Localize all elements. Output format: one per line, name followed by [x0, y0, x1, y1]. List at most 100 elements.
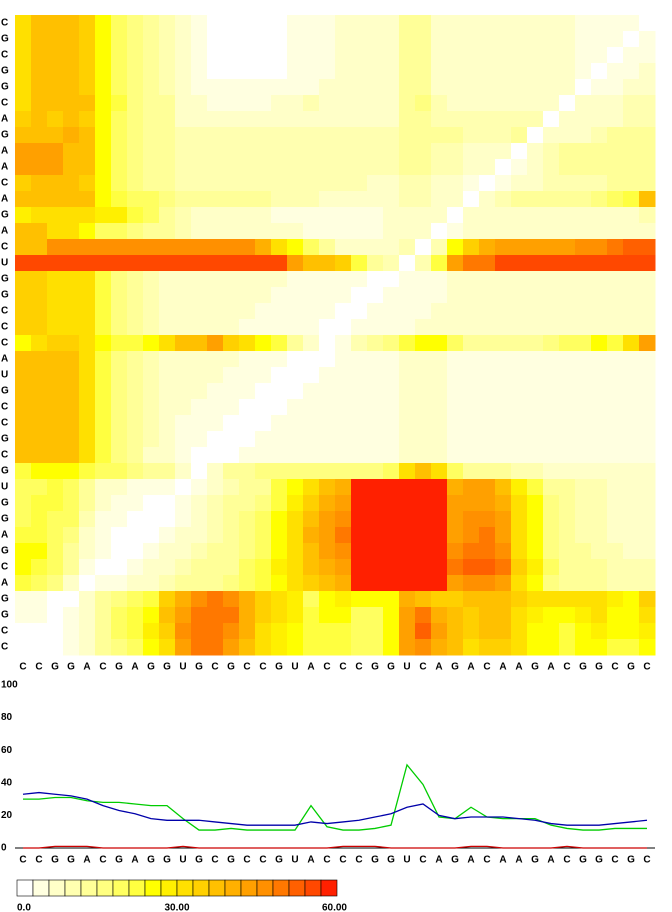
heatmap-cell — [559, 447, 576, 464]
heatmap-cell — [239, 495, 256, 512]
heatmap-cell — [543, 399, 560, 416]
heatmap-cell — [143, 351, 160, 368]
heatmap-cell — [303, 143, 320, 160]
heatmap-cell — [15, 159, 32, 176]
heatmap-cell — [559, 575, 576, 592]
heatmap-cell — [303, 383, 320, 400]
heatmap-cell — [79, 607, 96, 624]
heatmap-cell — [511, 175, 528, 192]
heatmap-cell — [111, 495, 128, 512]
heatmap-cell — [575, 271, 592, 288]
heatmap-cell — [591, 607, 608, 624]
heatmap-cell — [271, 623, 288, 640]
heatmap-cell — [143, 319, 160, 336]
heatmap-cell — [415, 47, 432, 64]
heatmap-cell — [495, 479, 512, 496]
heatmap-cell — [431, 79, 448, 96]
heatmap-cell — [399, 495, 416, 512]
heatmap-cell — [287, 63, 304, 80]
x-tick-label: G — [371, 855, 379, 866]
heatmap-cell — [607, 111, 624, 128]
heatmap-cell — [383, 447, 400, 464]
heatmap-cell — [415, 607, 432, 624]
heatmap-cell — [191, 575, 208, 592]
heatmap-cell — [543, 527, 560, 544]
heatmap-cell — [79, 639, 96, 656]
column-label: A — [499, 662, 506, 673]
heatmap-cell — [15, 335, 32, 352]
heatmap-cell — [111, 559, 128, 576]
heatmap-cell — [191, 143, 208, 160]
row-label: A — [1, 114, 8, 125]
heatmap-cell — [511, 447, 528, 464]
heatmap-cell — [255, 607, 272, 624]
heatmap-cell — [191, 15, 208, 32]
heatmap-cell — [495, 591, 512, 608]
heatmap-cell — [63, 623, 80, 640]
heatmap-cell — [111, 511, 128, 528]
heatmap-cell — [607, 95, 624, 112]
heatmap-cell — [31, 367, 48, 384]
column-label: C — [99, 662, 106, 673]
heatmap-cell — [191, 127, 208, 144]
heatmap-cell — [351, 79, 368, 96]
heatmap-cell — [31, 511, 48, 528]
heatmap-cell — [367, 239, 384, 256]
heatmap-cell — [447, 319, 464, 336]
heatmap-cell — [559, 111, 576, 128]
heatmap-cell — [319, 79, 336, 96]
heatmap-cell — [527, 351, 544, 368]
heatmap-cell — [127, 15, 144, 32]
heatmap-cell — [431, 415, 448, 432]
heatmap-cell — [463, 367, 480, 384]
row-label: A — [1, 146, 8, 157]
heatmap-cell — [639, 383, 656, 400]
heatmap-cell — [463, 143, 480, 160]
heatmap-cell — [527, 511, 544, 528]
heatmap-cell — [479, 399, 496, 416]
heatmap-cell — [175, 239, 192, 256]
column-label: C — [243, 662, 250, 673]
heatmap-cell — [63, 335, 80, 352]
heatmap-cell — [175, 511, 192, 528]
column-label: G — [579, 662, 587, 673]
heatmap-cell — [463, 479, 480, 496]
heatmap-cell — [175, 463, 192, 480]
heatmap-cell — [607, 47, 624, 64]
heatmap-cell — [399, 511, 416, 528]
heatmap-cell — [639, 47, 656, 64]
heatmap-cell — [367, 479, 384, 496]
heatmap-cell — [191, 479, 208, 496]
heatmap-cell — [31, 463, 48, 480]
heatmap-cell — [207, 159, 224, 176]
heatmap-cell — [575, 15, 592, 32]
heatmap-cell — [15, 479, 32, 496]
heatmap-cell — [527, 303, 544, 320]
heatmap-cell — [463, 271, 480, 288]
heatmap-cell — [431, 399, 448, 416]
heatmap-cell — [463, 335, 480, 352]
heatmap-cell — [511, 223, 528, 240]
heatmap-cell — [287, 575, 304, 592]
heatmap-cell — [495, 207, 512, 224]
heatmap-cell — [47, 95, 64, 112]
heatmap-cell — [63, 95, 80, 112]
heatmap-cell — [399, 607, 416, 624]
heatmap-cell — [191, 335, 208, 352]
heatmap-cell — [479, 335, 496, 352]
heatmap-cell — [415, 271, 432, 288]
heatmap-cell — [319, 559, 336, 576]
column-label: C — [483, 662, 490, 673]
heatmap-cell — [287, 431, 304, 448]
heatmap-cell — [127, 47, 144, 64]
heatmap-cell — [575, 607, 592, 624]
heatmap-cell — [575, 207, 592, 224]
heatmap-cell — [575, 111, 592, 128]
heatmap-cell — [511, 31, 528, 48]
heatmap-cell — [143, 255, 160, 272]
colorbar-box — [192, 879, 210, 897]
heatmap-cell — [575, 351, 592, 368]
heatmap-cell — [575, 623, 592, 640]
colorbar-box — [48, 879, 66, 897]
heatmap-cell — [127, 255, 144, 272]
